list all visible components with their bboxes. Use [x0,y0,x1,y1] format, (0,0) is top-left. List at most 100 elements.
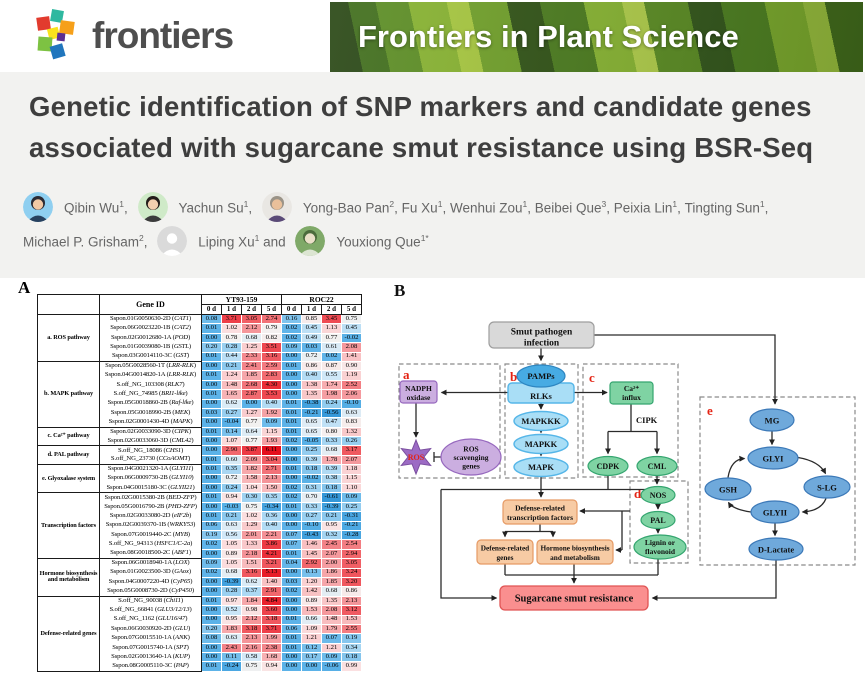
frontiers-logo[interactable]: frontiers [36,6,234,66]
heatmap-cell: 2.13 [261,473,282,485]
heatmap-cell: 0.33 [301,501,322,513]
heatmap-cell: 0.00 [201,379,222,391]
table-row: Sspon.08G0005110-3C (PAP) 0.01 -0.24 0.75 0.… [38,661,362,672]
heatmap-cell: 1.32 [341,426,362,438]
heatmap-cell: 3.05 [341,558,362,569]
heatmap-cell: 1.21 [321,642,342,654]
pathway-category: e. Glyoxalase system [37,464,100,494]
gene-id: Sspon.05G0018860-2B (Raf-like) [99,399,202,409]
heatmap-cell: 1.38 [301,379,322,391]
heatmap-cell: 0.09 [321,652,342,663]
heatmap-cell: 0.09 [341,492,362,503]
heatmap-cell: 1.99 [261,633,282,644]
heatmap-cell: 3.71 [261,623,282,635]
article-title-line2: associated with sugarcane smut resistanc… [29,132,814,163]
gene-id: Sspon.07G0019440-2C (MYB) [99,530,202,540]
heatmap-cell: 1.51 [241,558,262,569]
heatmap-cell: 3.86 [261,539,282,550]
heatmap-cell: 1.35 [321,595,342,607]
gene-id: Sspon.05G0028560-1T (LRR-RLK) [99,360,202,371]
heatmap-cell: 1.53 [341,614,362,625]
heatmap-cell: 0.01 [281,501,302,513]
heatmap-cell: 0.00 [201,548,222,560]
author-list: Qibin Wu1, Yachun Su1, Yong-Bao Pan2, Fu… [23,190,853,258]
table-row: Sspon.04G0014820-1A (LRR-RLK) 0.01 1.24 1.8… [38,370,362,381]
heatmap-cell: 2.07 [321,548,342,560]
heatmap-cell: -0.39 [321,501,342,513]
heatmap-cell: 2.01 [241,529,262,541]
heatmap-cell: 3.60 [261,605,282,616]
heatmap-cell: 2.52 [341,379,362,391]
heatmap-cell: 0.03 [281,576,302,588]
heatmap-cell: 2.38 [261,642,282,654]
heatmap-cell: 0.20 [201,623,222,635]
gene-id: S.off_NG_1162 (GLU16/47) [99,615,202,625]
heatmap-cell: 0.00 [201,501,222,513]
heatmap-cell: 0.01 [201,370,222,381]
heatmap-cell: 0.00 [281,351,302,362]
heatmap-cell: 0.03 [201,407,222,419]
heatmap-cell: 4.84 [261,595,282,607]
heatmap-cell: 3.24 [341,567,362,578]
heatmap-cell: 0.61 [321,342,342,353]
heatmap-cell: 1.86 [321,567,342,578]
heatmap-cell: 2.16 [241,642,262,654]
heatmap-cell: 0.00 [201,360,222,372]
gene-id-header: Gene ID [99,294,202,315]
heatmap-cell: 0.11 [221,652,242,663]
table-row: Sspon.07G0015740-1A (SPT) 0.00 2.43 2.16 2.3… [38,642,362,654]
heatmap-cell: 1.20 [301,576,322,588]
heatmap-cell: 2.12 [241,323,262,334]
heatmap-cell: 0.00 [201,586,222,597]
heatmap-cell: 0.89 [221,548,242,560]
time-point-header: 5 d [261,304,282,315]
heatmap-cell: 0.00 [281,511,302,522]
time-point-header: 1 d [221,304,242,315]
heatmap-cell: 0.80 [321,426,342,438]
heatmap-cell: 0.00 [201,332,222,344]
author-name: Fu Xu1, [401,198,450,216]
heatmap-cell: 0.86 [341,586,362,597]
heatmap-cell: 1.48 [321,614,342,625]
heatmap-cell: 1.29 [241,520,262,532]
heatmap-cell: 0.85 [301,313,322,325]
author-avatar [23,192,53,222]
heatmap-cell: 3.12 [341,605,362,616]
gene-id: Sspon.06G0023220-1B (CAT2) [99,323,202,334]
frontiers-logo-icon [36,9,75,60]
gene-id: Sspon.02G0015380-2B (BED-ZFP) [99,492,202,503]
heatmap-cell: 0.30 [241,492,262,503]
heatmap-cell: 0.00 [281,445,302,456]
heatmap-cell: 0.07 [281,539,302,550]
heatmap-cell: 0.01 [201,351,222,362]
table-row: Sspon.02G0013640-1A (KUP) 0.00 0.11 0.58 1.6… [38,652,362,663]
table-row: Hormone biosynthesis and metabolism Sspon… [37,558,362,597]
heatmap-cell: 0.06 [201,520,222,532]
heatmap-cell: 0.08 [201,313,222,325]
heatmap-cell: 1.78 [321,454,342,466]
author-name: Peixia Lin1, [613,198,685,216]
article-title-line1: Genetic identification of SNP markers an… [29,91,812,122]
heatmap-cell: 0.82 [261,332,282,344]
heatmap-cell: 1.09 [301,623,322,635]
heatmap-cell: 1.10 [341,483,362,494]
heatmap-cell: 0.77 [241,417,262,428]
author-avatar [295,226,326,256]
heatmap-cell: 0.75 [241,661,262,672]
gene-id: Sspon.02G0013640-1A (KUP) [99,652,202,662]
heatmap-cell: 0.24 [221,483,242,494]
heatmap-cell: 1.84 [241,595,262,607]
heatmap-cell: 0.01 [281,464,302,475]
logo-wordmark: frontiers [92,15,234,56]
heatmap-cell: 0.75 [341,313,362,325]
heatmap-cell: 0.02 [281,323,302,334]
heatmap-cell: 0.00 [281,605,302,616]
gene-id: Sspon.01G0050630-2D (CAT1) [99,313,202,324]
heatmap-cell: 0.02 [281,483,302,494]
heatmap-cell: 2.07 [341,454,362,466]
heatmap-cell: 0.01 [201,389,222,400]
heatmap-cell: 2.43 [221,642,242,654]
heatmap-cell: 0.75 [241,501,262,513]
pathway-category: Hormone biosynthesis and metabolism [37,558,100,597]
heatmap-cell: 0.45 [341,323,362,334]
